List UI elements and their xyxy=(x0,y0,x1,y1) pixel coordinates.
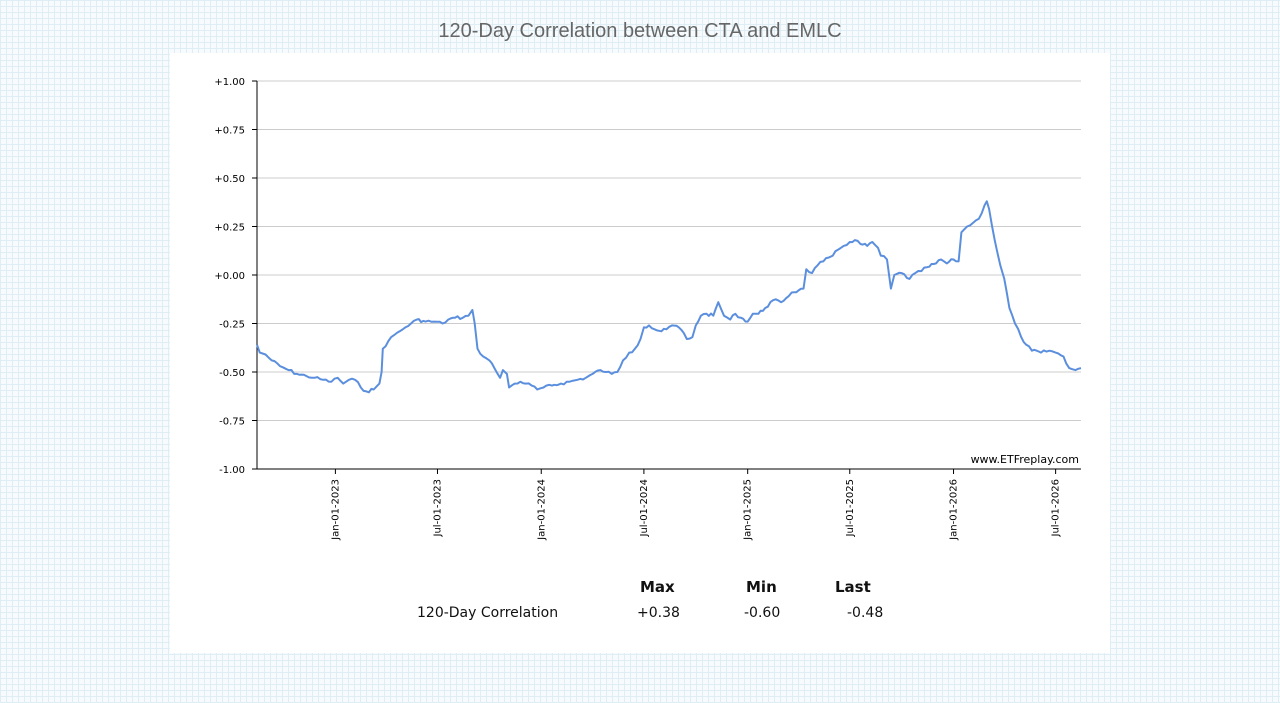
x-tick-label: Jan-01-2026 xyxy=(949,479,960,541)
y-tick-label: +0.75 xyxy=(214,126,245,137)
x-tick-label: Jul-01-2026 xyxy=(1051,479,1062,537)
y-tick-label: +1.00 xyxy=(214,77,245,88)
y-tick-label: +0.00 xyxy=(214,271,245,282)
x-tick-label: Jan-01-2025 xyxy=(743,479,754,541)
x-tick-label: Jan-01-2023 xyxy=(330,479,341,541)
page-title: 120-Day Correlation between CTA and EMLC xyxy=(438,20,842,42)
x-tick-label: Jul-01-2025 xyxy=(845,479,856,537)
y-tick-label: -1.00 xyxy=(219,465,245,476)
x-tick-label: Jul-01-2023 xyxy=(432,479,443,537)
correlation-line xyxy=(256,200,1082,394)
y-tick-label: -0.75 xyxy=(219,417,245,428)
correlation-chart: +1.00 +0.75 +0.50 +0.25 +0.00 -0.25 -0.50 -0.75… xyxy=(214,77,1082,541)
y-tick-label: -0.50 xyxy=(219,368,245,379)
watermark: www.ETFreplay.com xyxy=(971,453,1079,466)
y-tick-label: -0.25 xyxy=(219,320,245,331)
chart-panel: +1.00 +0.75 +0.50 +0.25 +0.00 -0.25 -0.50 -0.75… xyxy=(170,53,1110,653)
x-tick-label: Jan-01-2024 xyxy=(536,479,547,541)
y-tick-label: +0.50 xyxy=(214,174,245,185)
x-tick-label: Jul-01-2024 xyxy=(639,479,650,537)
y-tick-label: +0.25 xyxy=(214,223,245,234)
